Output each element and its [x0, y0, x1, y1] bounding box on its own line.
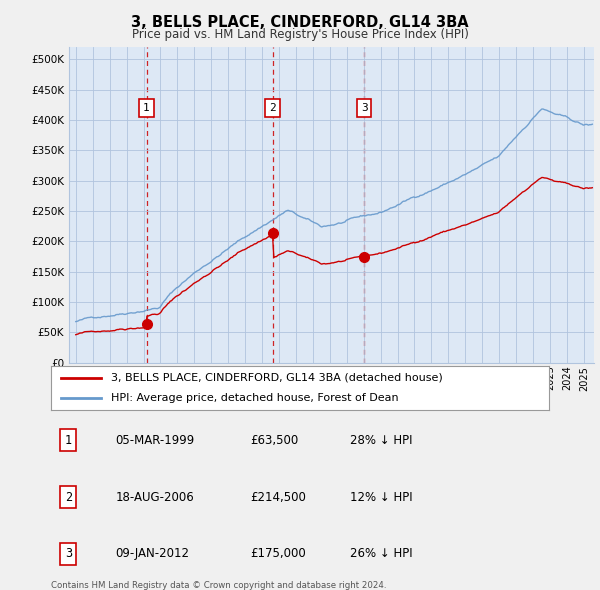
- Text: £175,000: £175,000: [250, 548, 306, 560]
- Text: 05-MAR-1999: 05-MAR-1999: [116, 434, 195, 447]
- Text: 26% ↓ HPI: 26% ↓ HPI: [350, 548, 412, 560]
- Text: 18-AUG-2006: 18-AUG-2006: [116, 490, 194, 504]
- Text: 2: 2: [269, 103, 276, 113]
- Text: 09-JAN-2012: 09-JAN-2012: [116, 548, 190, 560]
- Text: 28% ↓ HPI: 28% ↓ HPI: [350, 434, 412, 447]
- Text: £214,500: £214,500: [250, 490, 306, 504]
- Text: £63,500: £63,500: [250, 434, 298, 447]
- Text: 3, BELLS PLACE, CINDERFORD, GL14 3BA: 3, BELLS PLACE, CINDERFORD, GL14 3BA: [131, 15, 469, 30]
- Text: 12% ↓ HPI: 12% ↓ HPI: [350, 490, 412, 504]
- Text: 3: 3: [65, 548, 72, 560]
- Text: Contains HM Land Registry data © Crown copyright and database right 2024.
This d: Contains HM Land Registry data © Crown c…: [51, 581, 386, 590]
- Text: 3: 3: [361, 103, 368, 113]
- Text: 3, BELLS PLACE, CINDERFORD, GL14 3BA (detached house): 3, BELLS PLACE, CINDERFORD, GL14 3BA (de…: [111, 373, 443, 383]
- Text: 2: 2: [65, 490, 72, 504]
- Text: HPI: Average price, detached house, Forest of Dean: HPI: Average price, detached house, Fore…: [111, 393, 398, 403]
- Text: Price paid vs. HM Land Registry's House Price Index (HPI): Price paid vs. HM Land Registry's House …: [131, 28, 469, 41]
- Text: 1: 1: [65, 434, 72, 447]
- Text: 1: 1: [143, 103, 150, 113]
